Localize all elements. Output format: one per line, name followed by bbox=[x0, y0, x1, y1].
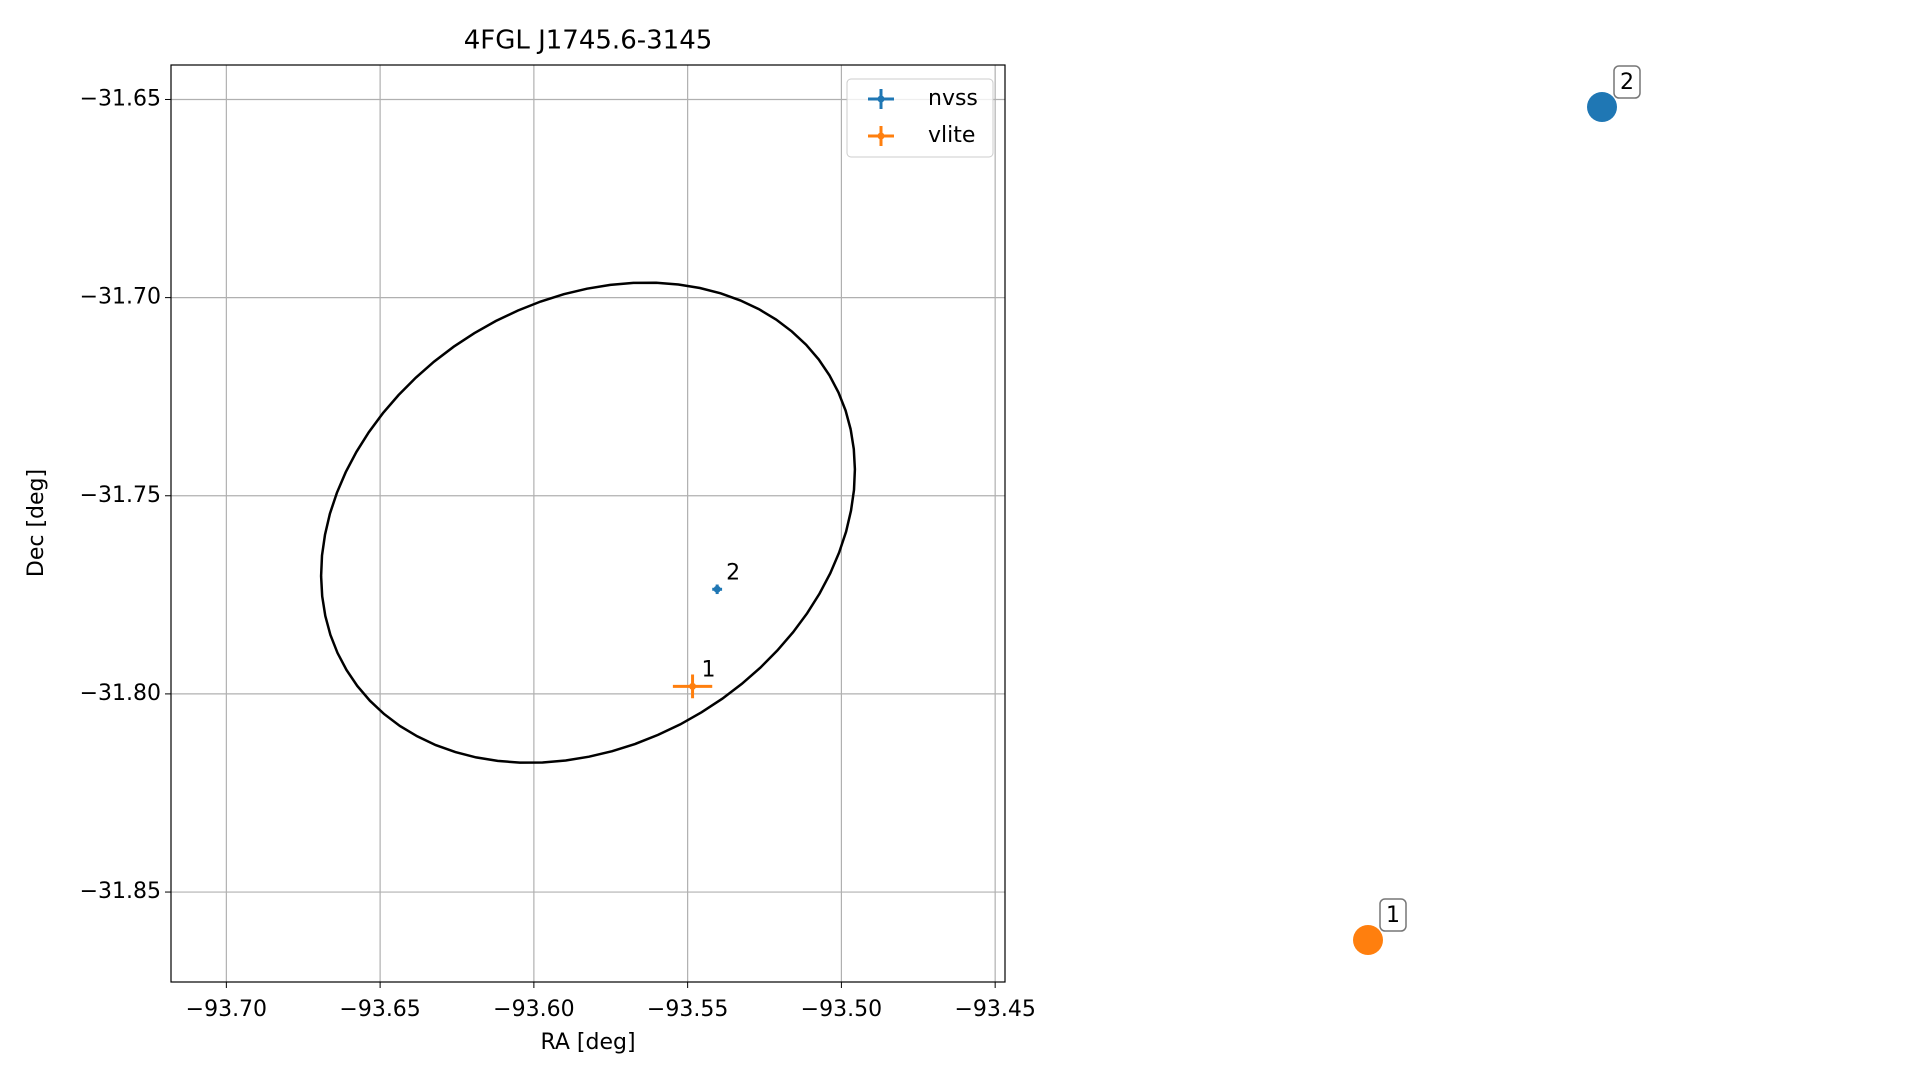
legend-swatch bbox=[877, 132, 885, 140]
node bbox=[1587, 92, 1617, 122]
node bbox=[1353, 925, 1383, 955]
x-axis-label: RA [deg] bbox=[540, 1030, 635, 1055]
y-tick-label: −31.85 bbox=[80, 879, 161, 904]
x-tick-label: −93.45 bbox=[954, 997, 1035, 1022]
legend-label: vlite bbox=[928, 123, 975, 148]
point bbox=[689, 682, 697, 690]
y-tick-label: −31.75 bbox=[80, 483, 161, 508]
x-tick-label: −93.65 bbox=[339, 997, 420, 1022]
x-tick-label: −93.55 bbox=[647, 997, 728, 1022]
legend-swatch bbox=[877, 95, 885, 103]
node-label: 1 bbox=[1386, 903, 1400, 928]
point bbox=[713, 585, 721, 593]
node-label-box bbox=[1613, 65, 1641, 99]
chart-title: 4FGL J1745.6-3145 bbox=[464, 26, 713, 56]
y-tick-label: −31.65 bbox=[80, 86, 161, 111]
y-axis-label: Dec [deg] bbox=[24, 469, 49, 577]
node-label-box bbox=[1379, 898, 1407, 932]
legend-label: nvss bbox=[928, 86, 978, 111]
y-tick-label: −31.80 bbox=[80, 681, 161, 706]
point-label: 1 bbox=[702, 657, 716, 682]
x-tick-label: −93.60 bbox=[493, 997, 574, 1022]
x-tick-label: −93.50 bbox=[801, 997, 882, 1022]
axes-frame bbox=[170, 64, 1006, 983]
node-label: 2 bbox=[1620, 70, 1634, 95]
point-label: 2 bbox=[726, 560, 740, 585]
legend: nvss vlite bbox=[846, 78, 994, 158]
x-tick-label: −93.70 bbox=[186, 997, 267, 1022]
error-ellipse bbox=[319, 281, 857, 764]
y-tick-label: −31.70 bbox=[80, 285, 161, 310]
